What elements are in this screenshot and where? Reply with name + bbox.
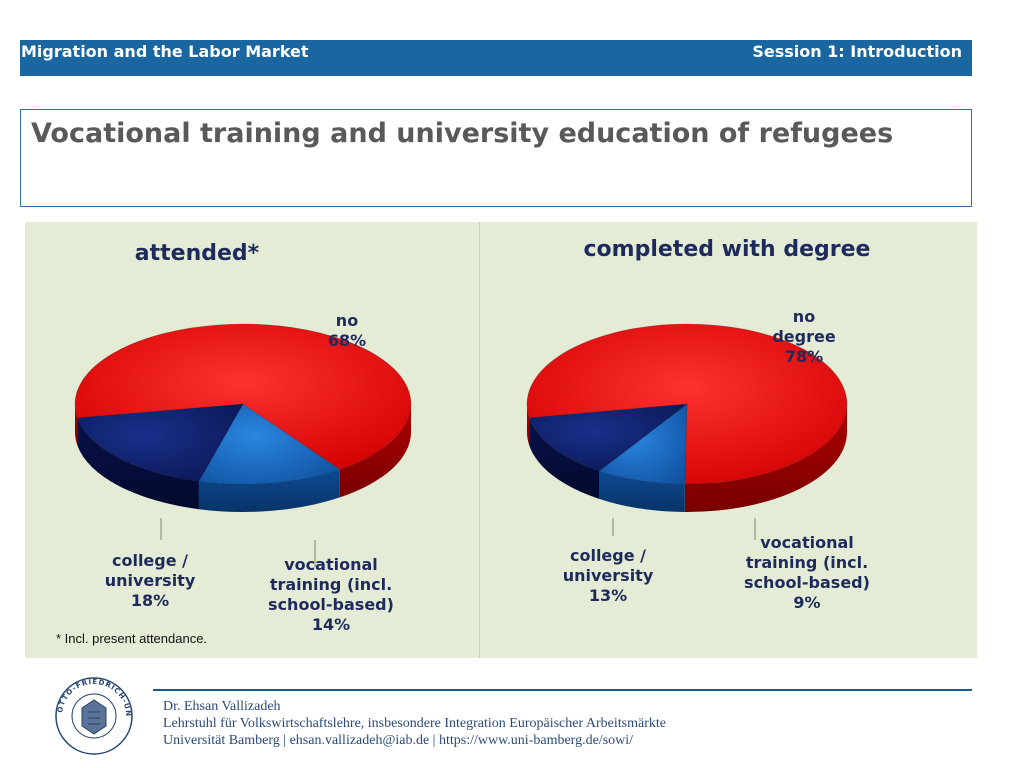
header-bar: Migration and the Labor Market Session 1… xyxy=(20,40,972,76)
slice-label-no: no 68% xyxy=(328,311,366,350)
slice-label-no: no degree 78% xyxy=(772,307,836,366)
pie-slice-college-side xyxy=(529,417,600,499)
contact-info: Universität Bamberg | ehsan.vallizadeh@i… xyxy=(163,733,634,748)
footnote: * Incl. present attendance. xyxy=(56,631,208,646)
pie-slice-college xyxy=(77,403,244,482)
slice-label-vocational: vocational training (incl. school-based) 14… xyxy=(268,555,394,634)
session-title: Session 1: Introduction xyxy=(752,42,962,61)
footer-line xyxy=(153,689,972,691)
pie-slice-vocational-side xyxy=(198,469,340,512)
course-title: Migration and the Labor Market xyxy=(21,42,309,61)
author-name: Dr. Ehsan Vallizadeh xyxy=(163,699,281,714)
pie-title: completed with degree xyxy=(584,237,871,262)
footer-text: Dr. Ehsan Vallizadeh Lehrstuhl für Volks… xyxy=(163,698,666,749)
panel-divider xyxy=(479,222,480,658)
pie-slice-no-side xyxy=(75,404,78,446)
pie-slice-no-side xyxy=(684,404,847,512)
chart-panel: attended* no 68% vocational training (incl.… xyxy=(25,222,977,658)
pie-slice-vocational-side xyxy=(599,470,685,512)
slide-title: Vocational training and university educa… xyxy=(31,118,894,149)
pie-slice-vocational xyxy=(598,403,688,485)
pie-slice-no xyxy=(526,323,848,485)
chair-name: Lehrstuhl für Volkswirtschaftslehre, ins… xyxy=(163,716,666,731)
pie-slice-college xyxy=(529,403,689,472)
pie-chart-attended: attended* no 68% vocational training (incl.… xyxy=(74,241,412,634)
title-box: Vocational training and university educa… xyxy=(20,109,972,207)
pie-chart-completed: completed with degree no degree 78% vocatio… xyxy=(526,237,871,612)
pie-charts-svg: attended* no 68% vocational training (incl.… xyxy=(74,237,871,634)
pie-slice-no-side xyxy=(527,404,530,446)
pie-slice-college-side xyxy=(77,417,199,510)
slice-label-college: college / university 18% xyxy=(105,551,196,610)
slice-label-vocational: vocational training (incl. school-based) 9% xyxy=(744,533,870,612)
pie-slice-no xyxy=(74,323,412,470)
pie-slice-no-side xyxy=(339,404,411,498)
university-seal-icon: OTTO-FRIEDRICH-UNIVERSITÄT BAMBERG xyxy=(48,674,133,755)
pie-slice-vocational xyxy=(198,403,341,485)
pie-title: attended* xyxy=(135,241,260,266)
slice-label-college: college / university 13% xyxy=(563,546,654,605)
